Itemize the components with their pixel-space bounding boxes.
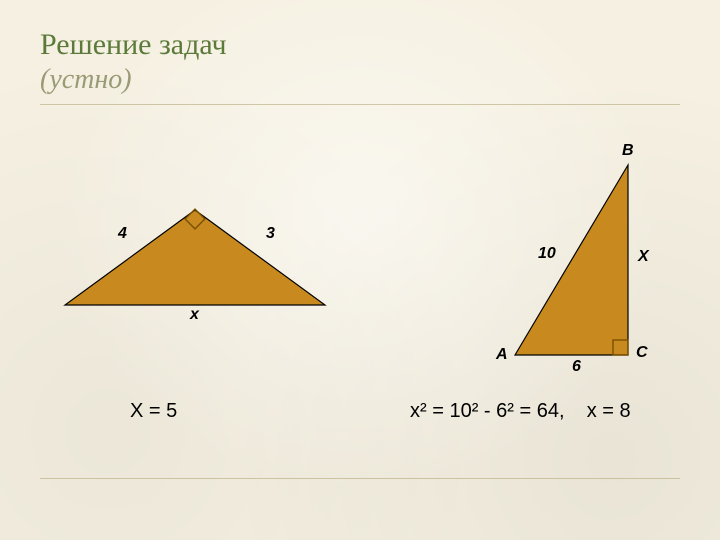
triangle-2: B A C 10 X 6 [510,160,635,360]
slide-title: Решение задач [40,28,227,62]
triangle-1-answer: X = 5 [130,400,177,423]
header-divider [40,104,680,105]
triangle-2-answer: x² = 10² - 6² = 64, x = 8 [410,400,631,423]
triangle-2-base-label: 6 [572,358,581,376]
triangle-2-vertex-b: B [622,142,634,160]
triangle-1-leg-right-label: 3 [266,225,275,243]
slide-subtitle: (устно) [40,64,132,96]
triangle-1-base-label: x [190,306,199,324]
triangle-2-vertex-c: C [636,344,648,362]
triangle-2-vertex-a: A [496,346,508,364]
triangle-2-height-label: X [638,248,649,266]
triangle-1: 4 3 x [60,205,330,310]
triangle-2-shape [515,165,628,355]
triangle-1-leg-left-label: 4 [118,225,127,243]
triangle-1-shape [65,210,325,305]
footer-divider [40,478,680,479]
triangle-2-hyp-label: 10 [538,245,556,263]
